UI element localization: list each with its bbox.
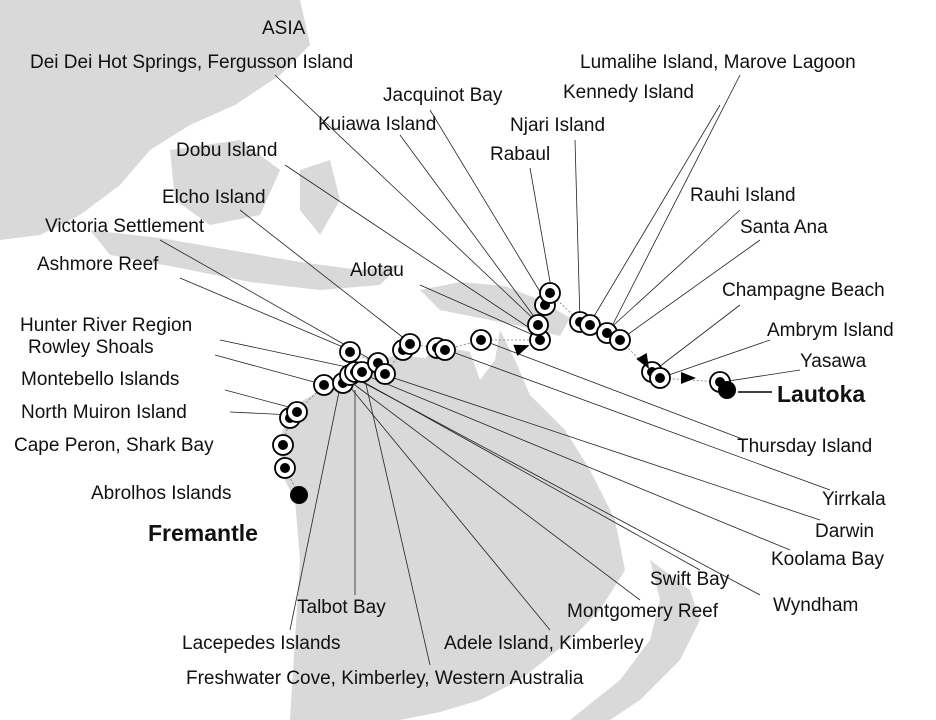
route-direction-arrow-icon (513, 344, 530, 357)
stop-marker[interactable] (274, 457, 296, 479)
leader-line (239, 209, 411, 344)
leader-line (529, 167, 553, 294)
stop-label-alotau: Alotau (350, 260, 404, 281)
stop-label-adele-island-kimberley: Adele Island, Kimberley (444, 633, 644, 654)
stop-marker[interactable] (539, 282, 561, 304)
stop-label-abrolhos-islands: Abrolhos Islands (91, 483, 231, 504)
stop-label-montgomery-reef: Montgomery Reef (567, 601, 719, 622)
port-label-fremantle: Fremantle (148, 520, 258, 546)
leader-line (384, 374, 821, 521)
new-zealand (570, 560, 700, 720)
stop-labels: Dei Dei Hot Springs, Fergusson Island Jac… (14, 52, 894, 689)
leader-line (284, 164, 541, 336)
stop-label-yirrkala: Yirrkala (822, 489, 886, 510)
leader-line (619, 239, 761, 341)
leader-lines (159, 74, 831, 666)
stop-markers (272, 282, 772, 504)
stop-label-ambrym-island: Ambrym Island (767, 320, 894, 341)
port-marker-fremantle[interactable] (290, 486, 308, 504)
route-direction-arrow-icon (681, 372, 696, 384)
leader-line (419, 284, 541, 339)
stop-label-lacepedes-islands: Lacepedes Islands (182, 633, 340, 654)
leader-line (659, 339, 771, 379)
stop-label-ashmore-reef: Ashmore Reef (37, 254, 159, 275)
stop-label-rowley-shoals: Rowley Shoals (28, 337, 154, 358)
leader-line (364, 374, 791, 551)
stop-label-santa-ana: Santa Ana (740, 217, 828, 238)
leader-line (354, 384, 641, 601)
leader-line (274, 74, 541, 326)
stop-label-rauhi-island: Rauhi Island (690, 185, 796, 206)
port-label-lautoka: Lautoka (777, 381, 865, 407)
stop-marker[interactable] (649, 367, 671, 389)
stop-label-elcho-island: Elcho Island (162, 187, 266, 208)
leader-line (289, 386, 341, 631)
stop-label-kennedy-island: Kennedy Island (563, 82, 694, 103)
stop-marker[interactable] (609, 329, 631, 351)
stop-label-hunter-river-region: Hunter River Region (20, 315, 192, 336)
stop-marker[interactable] (286, 401, 308, 423)
leader-line (179, 277, 351, 351)
stop-label-dobu-island: Dobu Island (176, 140, 277, 161)
leader-line (219, 339, 348, 368)
stop-label-freshwater-cove-kimberley-western-australia: Freshwater Cove, Kimberley, Western Aust… (186, 668, 584, 689)
stop-marker[interactable] (339, 341, 361, 363)
stop-label-thursday-island: Thursday Island (737, 436, 872, 457)
stop-label-wyndham: Wyndham (773, 595, 858, 616)
leader-line (399, 134, 539, 323)
stop-marker[interactable] (272, 434, 294, 456)
leader-line (364, 379, 431, 666)
stop-label-lumalihe-island-marove-lagoon: Lumalihe Island, Marove Lagoon (580, 52, 856, 73)
leader-line (481, 339, 746, 441)
australia (280, 330, 625, 720)
region-label-asia: ASIA (262, 18, 306, 39)
stop-marker[interactable] (434, 339, 456, 361)
stop-marker[interactable] (399, 333, 421, 355)
stop-label-swift-bay: Swift Bay (650, 569, 730, 590)
stop-label-jacquinot-bay: Jacquinot Bay (383, 85, 503, 106)
port-marker-lautoka[interactable] (718, 381, 736, 399)
leader-line (574, 139, 581, 323)
leader-line (604, 209, 741, 334)
leader-line (159, 239, 378, 364)
leader-line (721, 369, 801, 383)
leader-line (429, 109, 546, 301)
stop-label-champagne-beach: Champagne Beach (722, 280, 885, 301)
stop-marker[interactable] (470, 329, 492, 351)
leader-line (214, 354, 326, 386)
leader-line (589, 104, 721, 324)
stop-marker[interactable] (313, 374, 335, 396)
stop-label-koolama-bay: Koolama Bay (771, 549, 885, 570)
stop-label-kuiawa-island: Kuiawa Island (318, 114, 436, 135)
stop-label-njari-island: Njari Island (510, 115, 605, 136)
borneo-sulawesi (170, 140, 340, 235)
leader-line (654, 304, 741, 371)
leader-line (349, 386, 551, 631)
stop-label-darwin: Darwin (815, 521, 874, 542)
asia-landmass (0, 0, 310, 240)
stop-label-talbot-bay: Talbot Bay (297, 597, 386, 618)
stop-marker[interactable] (527, 314, 549, 336)
stop-label-north-muiron-island: North Muiron Island (21, 402, 187, 423)
stop-label-victoria-settlement: Victoria Settlement (45, 216, 205, 237)
stop-label-dei-dei-hot-springs-fergusson-island: Dei Dei Hot Springs, Fergusson Island (30, 52, 353, 73)
stop-label-yasawa: Yasawa (800, 351, 867, 372)
stop-label-cape-peron-shark-bay: Cape Peron, Shark Bay (14, 435, 214, 456)
route-direction-arrow-icon (636, 352, 649, 369)
leader-line (609, 74, 741, 331)
stop-marker[interactable] (374, 363, 396, 385)
stop-label-rabaul: Rabaul (490, 144, 550, 165)
leader-line (446, 349, 831, 491)
stop-label-montebello-islands: Montebello Islands (21, 369, 179, 390)
leader-line (361, 381, 761, 596)
